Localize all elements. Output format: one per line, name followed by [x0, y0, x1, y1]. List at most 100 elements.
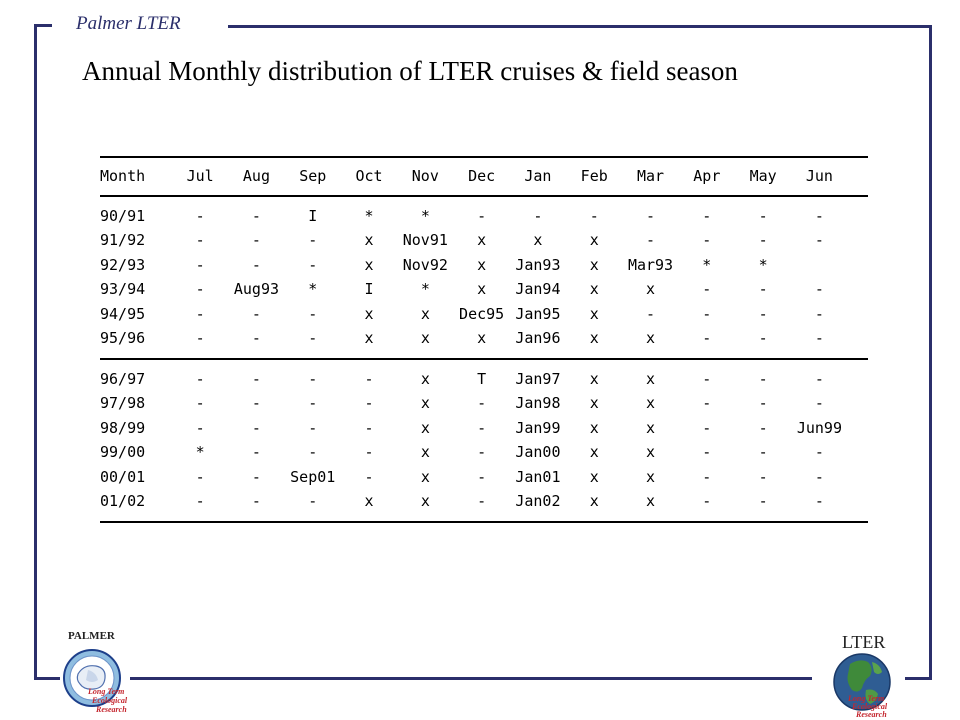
column-header: May — [749, 167, 777, 186]
table-cell: - — [251, 418, 261, 437]
table-cell: - — [758, 443, 768, 462]
cruise-table: Month Jul Aug Sep Oct Nov Dec Jan Feb Mar Apr May Ju… — [100, 156, 868, 523]
table-cell: T — [477, 369, 487, 388]
table-cell: Jan95 — [515, 304, 561, 323]
table-cell: x — [646, 369, 656, 388]
table-cell: - — [814, 492, 824, 511]
table-cell: x — [420, 492, 430, 511]
table-cell: x — [589, 394, 599, 413]
table-cell: x — [589, 231, 599, 250]
table-cell: x — [364, 329, 374, 348]
table-rule — [100, 194, 868, 197]
table-cell: x — [364, 231, 374, 250]
row-label: 92/93 — [100, 255, 146, 274]
table-cell: - — [702, 329, 712, 348]
table-cell: - — [702, 418, 712, 437]
table-cell: x — [364, 255, 374, 274]
table-cell: - — [364, 443, 374, 462]
table-cell: Jan93 — [515, 255, 561, 274]
table-cell: Jun99 — [796, 418, 842, 437]
table-cell: x — [589, 467, 599, 486]
table-cell: - — [251, 369, 261, 388]
column-header: Month — [100, 167, 146, 186]
column-header: Feb — [580, 167, 608, 186]
table-cell: x — [533, 231, 543, 250]
table-cell: - — [477, 467, 487, 486]
table-cell: * — [758, 255, 768, 274]
table-cell: - — [477, 394, 487, 413]
table-cell: * — [702, 255, 712, 274]
row-label: 95/96 — [100, 329, 146, 348]
table-cell: - — [364, 369, 374, 388]
palmer-logo-text: Long Term — [88, 687, 125, 696]
table-cell: - — [758, 369, 768, 388]
table-cell: - — [702, 369, 712, 388]
column-header: Mar — [636, 167, 665, 186]
table-cell: - — [364, 418, 374, 437]
table-cell: - — [702, 231, 712, 250]
table-row: 90/91 - - I * * - - - - - - - — [100, 204, 868, 229]
table-cell: - — [195, 492, 205, 511]
table-cell: Jan99 — [515, 418, 561, 437]
frame-line — [929, 25, 932, 680]
table-cell: - — [308, 418, 318, 437]
table-cell: x — [589, 418, 599, 437]
table-cell: x — [477, 231, 487, 250]
table-cell: x — [646, 329, 656, 348]
table-cell: - — [195, 369, 205, 388]
table-row: 91/92 - - - x Nov91 x x x - - - - — [100, 228, 868, 253]
table-cell: - — [251, 492, 261, 511]
table-group-1: 90/91- - I * * - - - - - - -91/92- - - x Nov91 x x x - - - -92… — [100, 204, 868, 351]
column-header: Jan — [524, 167, 552, 186]
column-header: Aug — [242, 167, 270, 186]
frame-line — [130, 677, 812, 680]
table-cell: x — [420, 329, 430, 348]
column-header: Dec — [468, 167, 496, 186]
table-group-2: 96/97- - - - x T Jan97 x x - - -97/98- - - - x - Jan98 x x -… — [100, 367, 868, 514]
table-cell: - — [814, 280, 824, 299]
table-row: 93/94 - Aug93 * I * x Jan94 x x - - - — [100, 277, 868, 302]
table-cell: - — [814, 443, 824, 462]
table-cell: * — [420, 280, 430, 299]
table-cell: I — [308, 206, 318, 225]
slide-title: Annual Monthly distribution of LTER crui… — [82, 56, 738, 86]
lter-logo: LTER Long Term Ecological Research — [828, 632, 908, 719]
row-label: 93/94 — [100, 280, 146, 299]
table-row: 00/01 - - Sep01 - x - Jan01 x x - - - — [100, 465, 868, 490]
column-header: Oct — [355, 167, 383, 186]
table-cell: - — [758, 304, 768, 323]
table-cell: - — [702, 394, 712, 413]
table-row: 98/99 - - - - x - Jan99 x x - - Jun99 — [100, 416, 868, 441]
row-label: 94/95 — [100, 304, 146, 323]
table-cell: - — [195, 304, 205, 323]
table-cell: - — [195, 255, 205, 274]
row-label: 91/92 — [100, 231, 146, 250]
table-cell: - — [195, 206, 205, 225]
palmer-logo-text: Ecological — [92, 696, 128, 705]
table-cell: - — [195, 280, 205, 299]
row-label: 97/98 — [100, 394, 146, 413]
table-cell: - — [308, 329, 318, 348]
table-cell: x — [477, 280, 487, 299]
table-cell: * — [195, 443, 205, 462]
table-cell: - — [758, 418, 768, 437]
table-cell: x — [420, 394, 430, 413]
table-cell: - — [477, 492, 487, 511]
table-cell: - — [702, 206, 712, 225]
table-rule — [100, 357, 868, 360]
table-cell: - — [589, 206, 599, 225]
table-rule — [100, 156, 868, 158]
table-cell: - — [758, 467, 768, 486]
table-cell: - — [646, 304, 656, 323]
column-header: Nov — [411, 167, 439, 186]
table-cell: - — [646, 231, 656, 250]
table-cell: x — [589, 304, 599, 323]
table-cell: * — [308, 280, 318, 299]
table-cell: - — [251, 394, 261, 413]
table-cell: - — [308, 443, 318, 462]
table-cell: x — [646, 418, 656, 437]
row-label: 96/97 — [100, 369, 146, 388]
table-cell: - — [646, 206, 656, 225]
palmer-logo-text: Research — [96, 705, 127, 714]
table-cell: - — [814, 467, 824, 486]
